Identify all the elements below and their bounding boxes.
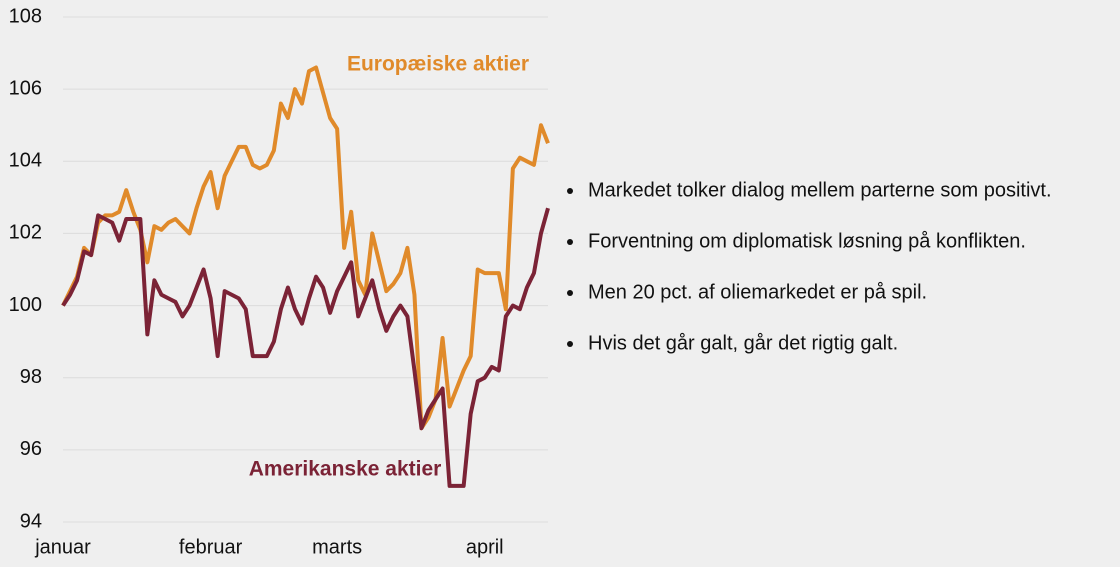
- bullet: [567, 341, 573, 347]
- note: Men 20 pct. af oliemarkedet er på spil.: [588, 281, 927, 303]
- bullet: [567, 290, 573, 296]
- y-tick-label: 100: [9, 294, 42, 316]
- series-label: Europæiske aktier: [347, 53, 529, 76]
- y-tick-label: 94: [20, 510, 42, 532]
- bullet: [567, 239, 573, 245]
- y-tick-label: 108: [9, 5, 42, 27]
- y-tick-label: 106: [9, 77, 42, 99]
- y-tick-label: 98: [20, 366, 42, 388]
- series-line: [61, 65, 550, 431]
- note: Hvis det går galt, går det rigtig galt.: [588, 332, 898, 354]
- series-line: [61, 207, 550, 488]
- x-tick-label: januar: [34, 536, 91, 558]
- x-tick-label: marts: [312, 536, 362, 558]
- note: Forventning om diplomatisk løsning på ko…: [588, 230, 1026, 252]
- y-tick-label: 96: [20, 438, 42, 460]
- x-tick-label: april: [466, 536, 504, 558]
- y-tick-label: 102: [9, 222, 42, 244]
- note: Markedet tolker dialog mellem parterne s…: [588, 179, 1052, 201]
- bullet: [567, 188, 573, 194]
- series-label: Amerikanske aktier: [249, 458, 442, 481]
- y-tick-label: 104: [9, 150, 42, 172]
- x-tick-label: februar: [179, 536, 243, 558]
